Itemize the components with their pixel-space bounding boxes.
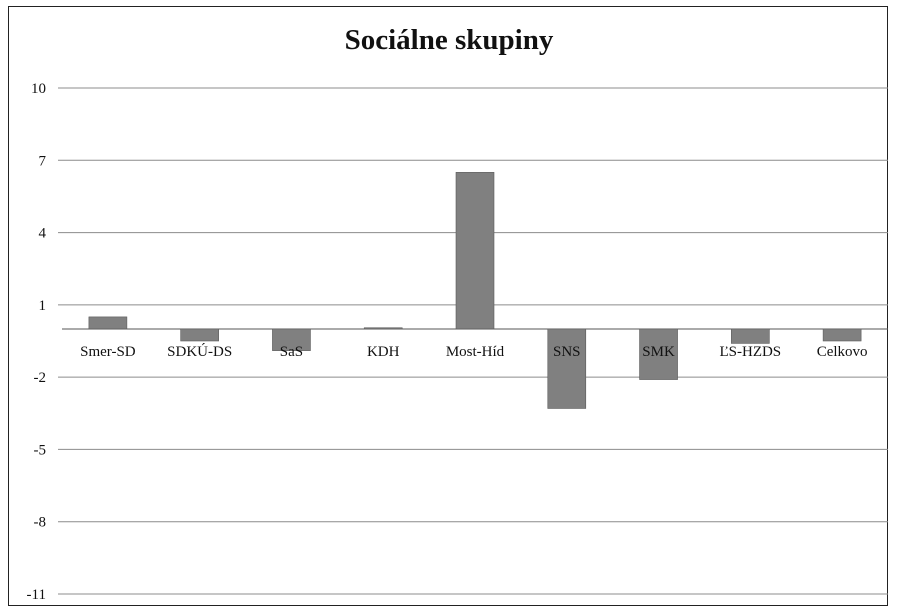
category-label: Celkovo <box>817 344 868 360</box>
y-tick-label: -2 <box>34 370 47 386</box>
category-label: SNS <box>553 344 581 360</box>
y-tick-label: -11 <box>27 587 46 603</box>
category-label: Most-Híd <box>446 344 505 360</box>
bar <box>639 328 678 380</box>
category-label: SaS <box>280 344 303 360</box>
category-labels: Smer-SD SDKÚ-DS SaS KDH Most-Híd SNS SMK ĽS-HZD… <box>80 343 867 360</box>
bar <box>272 328 311 351</box>
y-tick-label: 10 <box>31 81 46 97</box>
category-label: Smer-SD <box>80 344 136 360</box>
chart-frame <box>8 6 888 606</box>
bar <box>731 328 770 344</box>
y-tick-label: 7 <box>39 153 47 169</box>
bar <box>88 316 128 330</box>
bar <box>363 327 403 330</box>
bar <box>822 328 862 342</box>
bar <box>547 328 587 409</box>
bars <box>88 172 862 409</box>
bar <box>455 172 495 330</box>
y-tick-label: -8 <box>34 515 47 531</box>
y-tick-label: -5 <box>34 442 47 458</box>
category-label: SDKÚ-DS <box>167 343 232 360</box>
category-label: KDH <box>367 344 400 360</box>
y-tick-label: 1 <box>39 298 47 314</box>
category-label: SMK <box>642 344 675 360</box>
chart-title: Sociálne skupiny <box>344 24 554 56</box>
y-axis-ticks: 10 7 4 1 -2 -5 -8 -11 <box>27 81 47 603</box>
category-label: ĽS-HZDS <box>719 344 781 360</box>
bar <box>180 328 219 342</box>
y-tick-label: 4 <box>39 226 47 242</box>
